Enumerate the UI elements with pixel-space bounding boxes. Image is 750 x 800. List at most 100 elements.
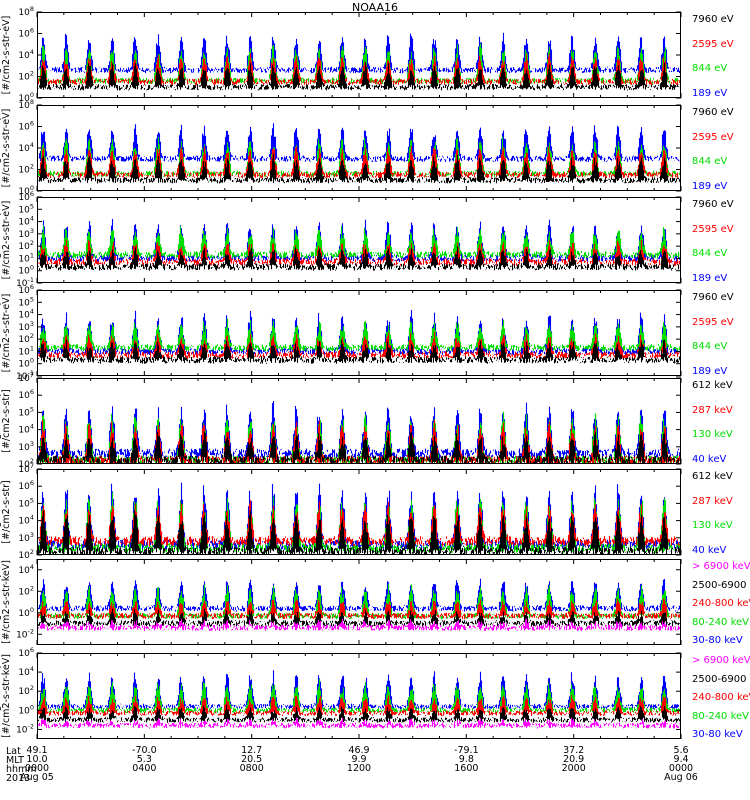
y-tick-label: 104 bbox=[18, 514, 34, 527]
legend-entry: 189 eV bbox=[692, 88, 728, 99]
panel-7-ylabel: MEPEDProton Flux0deg telescope[#/cm2-s-s… bbox=[0, 559, 12, 645]
footer-hhmm-value: 1200 bbox=[346, 763, 372, 774]
y-tick-label: 102 bbox=[18, 548, 34, 561]
legend-entry: 2595 eV bbox=[692, 131, 734, 143]
footer-lat-value: 12.7 bbox=[241, 745, 263, 756]
y-tick-label: 102 bbox=[18, 239, 34, 252]
y-tick-label: 101 bbox=[18, 344, 34, 357]
y-tick-label: 105 bbox=[18, 405, 34, 418]
legend-entry: 80-240 keV bbox=[692, 710, 750, 722]
y-tick-label: 102 bbox=[18, 332, 34, 345]
panel-1-series-7960-ev bbox=[36, 62, 682, 91]
legend-entry: 844 eV bbox=[692, 248, 728, 260]
legend-entry: 2500-6900 bbox=[692, 673, 747, 685]
y-tick-label: 100 bbox=[18, 91, 34, 104]
legend-entry: 189 eV bbox=[692, 273, 728, 284]
panel-2-ylabel: TEDElectron Flux90deg telescope[#/cm2-s-… bbox=[0, 105, 12, 191]
legend-entry: 7960 eV bbox=[692, 14, 734, 25]
y-tick-label: 102 bbox=[18, 584, 34, 597]
y-tick-label: 107 bbox=[18, 462, 34, 475]
panel-1-plot: 100 102 104 106 108 bbox=[18, 5, 682, 104]
y-tick-label: 10-1 bbox=[16, 276, 34, 289]
panel-4: 10-1 100 101 102 103 104 105 106 bbox=[16, 283, 682, 382]
panel-6-ylabel: MEPEDElectron Flux90deg telescope[#/cm2-… bbox=[0, 469, 12, 555]
y-tick-label: 104 bbox=[18, 215, 34, 228]
legend-entry: 2595 eV bbox=[692, 223, 734, 235]
y-tick-label: 104 bbox=[18, 665, 34, 678]
footer-hhmm-value: 2000 bbox=[561, 763, 586, 774]
y-tick-label: 104 bbox=[18, 308, 34, 321]
y-tick-label: 100 bbox=[18, 703, 34, 716]
panel-5-ylabel-line: [#/cm2-s-str] bbox=[1, 389, 12, 453]
footer-mlt-value: 20.5 bbox=[241, 754, 263, 765]
y-tick-label: 106 bbox=[18, 646, 34, 659]
panel-3-ylabel-line: [#/cm2-s-str-eV] bbox=[1, 200, 12, 280]
y-tick-label: 101 bbox=[18, 251, 34, 264]
panel-8-ylabel-line: [#/cm2-s-str-keV] bbox=[1, 654, 12, 738]
y-tick-label: 103 bbox=[18, 227, 34, 240]
legend-entry: 40 keV bbox=[692, 545, 727, 556]
y-tick-label: 102 bbox=[18, 457, 34, 470]
legend-entry: 30-80 keV bbox=[692, 729, 743, 740]
panel-2-ylabel-line: [#/cm2-s-str-eV] bbox=[1, 108, 12, 188]
y-tick-label: 103 bbox=[18, 320, 34, 333]
legend-entry: 7960 eV bbox=[692, 292, 734, 303]
footer-mlt-value: 9.8 bbox=[458, 754, 474, 765]
panel-5-plot: 102 103 104 105 106 107 bbox=[18, 371, 682, 470]
y-tick-label: 104 bbox=[18, 141, 34, 154]
y-tick-label: 108 bbox=[18, 98, 34, 111]
panel-1-ylabel-line: [#/cm2-s-str-eV] bbox=[1, 15, 12, 95]
time-axis-footer: Lat MLT hhmm 2013 49.1 10.0 0000 Aug 05 -70.… bbox=[0, 746, 750, 800]
footer-date-value: Aug 06 bbox=[664, 772, 698, 783]
legend-entry: 612 keV bbox=[692, 380, 733, 391]
footer-lat-value: 5.6 bbox=[673, 745, 689, 756]
footer-row-mlt: MLT bbox=[6, 755, 24, 766]
footer-row-lat: Lat bbox=[6, 746, 21, 757]
legend-entry: 240-800 keV bbox=[692, 598, 750, 609]
footer-hhmm-value: 0000 bbox=[24, 763, 50, 774]
footer-row-year: 2013 bbox=[6, 773, 31, 784]
footer-mlt-value: 5.3 bbox=[136, 754, 152, 765]
y-tick-label: 103 bbox=[18, 440, 34, 453]
footer-mlt-value: 10.0 bbox=[26, 754, 48, 765]
panel-2-plot: 100 102 104 106 108 bbox=[18, 98, 682, 197]
panel-8-ylabel: MEPEDProton Flux90deg telescope[#/cm2-s-… bbox=[0, 653, 12, 739]
y-tick-label: 105 bbox=[18, 295, 34, 308]
legend-entry: 2595 eV bbox=[692, 316, 734, 328]
y-tick-label: 105 bbox=[18, 496, 34, 509]
footer-hhmm-value: 0800 bbox=[239, 763, 264, 774]
footer-row-hhmm: hhmm bbox=[6, 764, 37, 775]
legend-entry: 40 keV bbox=[692, 454, 727, 465]
legend-entry: 612 keV bbox=[692, 471, 733, 482]
y-tick-label: 104 bbox=[18, 563, 34, 576]
footer-lat-value: -70.0 bbox=[132, 745, 157, 756]
y-tick-label: 106 bbox=[18, 27, 34, 40]
y-tick-label: 104 bbox=[18, 423, 34, 436]
y-tick-label: 100 bbox=[18, 184, 34, 197]
y-tick-label: 105 bbox=[18, 202, 34, 215]
footer-mlt-value: 20.9 bbox=[563, 754, 585, 765]
footer-lat-value: 49.1 bbox=[26, 745, 48, 756]
footer-hhmm-value: 0400 bbox=[132, 763, 157, 774]
legend-entry: 240-800 keV bbox=[692, 692, 750, 703]
y-tick-label: 102 bbox=[18, 684, 34, 697]
panel-1-ylabel: TEDElectron Flux0deg telescope[#/cm2-s-s… bbox=[0, 12, 12, 98]
legend-entry: 189 eV bbox=[692, 366, 728, 377]
panel-5: 102 103 104 105 106 107 bbox=[18, 371, 682, 470]
panel-7-ylabel-line: [#/cm2-s-str-keV] bbox=[1, 560, 12, 644]
y-tick-label: 106 bbox=[18, 283, 34, 296]
legend-entry: 130 keV bbox=[692, 429, 733, 441]
legend-entry: 2500-6900 bbox=[692, 579, 747, 591]
y-tick-label: 102 bbox=[18, 70, 34, 83]
footer-hhmm-value: 1600 bbox=[454, 763, 479, 774]
footer-hhmm-value: 0000 bbox=[668, 763, 694, 774]
chart-title: NOAA16 bbox=[351, 1, 399, 14]
legend-entry: > 6900 keV bbox=[692, 655, 750, 666]
y-tick-label: 10-1 bbox=[16, 369, 34, 382]
y-tick-label: 106 bbox=[18, 479, 34, 492]
legend-entry: 2595 eV bbox=[692, 38, 734, 50]
legend-entry: 844 eV bbox=[692, 156, 728, 168]
legend-entry: 287 keV bbox=[692, 404, 733, 416]
